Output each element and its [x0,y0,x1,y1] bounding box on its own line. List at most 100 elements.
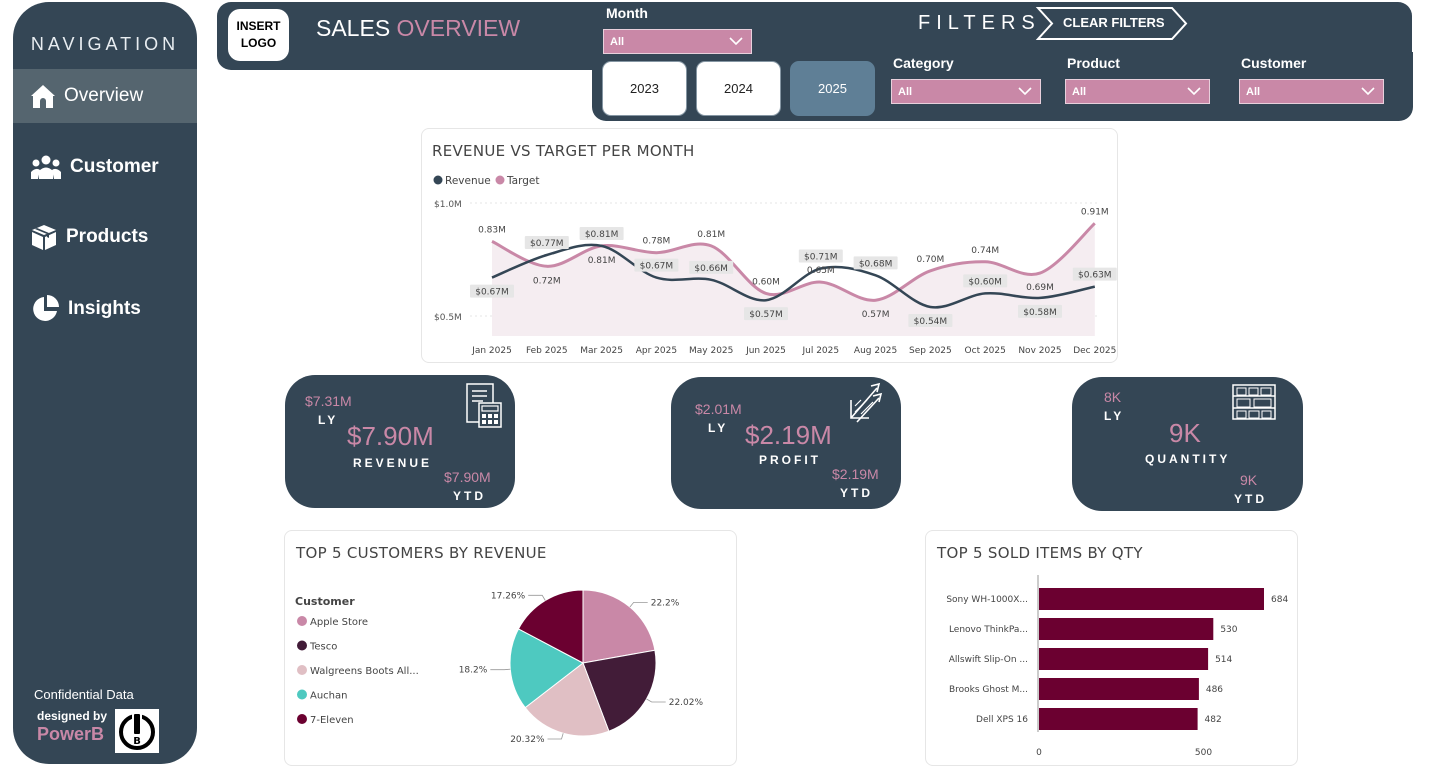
bar-category-label: Lenovo ThinkPa... [949,625,1028,635]
bar-value-label: 486 [1206,685,1223,695]
y-tick-1m: $1.0M [434,200,462,210]
quantity-ly-label: LY [1104,409,1125,423]
revenue-data-label: $0.77M [530,239,564,249]
target-data-label: 0.72M [533,276,561,286]
revenue-data-label: $0.57M [749,310,783,320]
profit-ytd-label: YTD [840,486,873,500]
navigation-sidebar: NAVIGATION Overview Customer Products [13,2,197,764]
revenue-kpi-card: $7.31M LY $7.90M REVENUE $7.90M YTD [285,375,515,508]
nav-item-overview[interactable]: Overview [13,69,197,123]
pie-icon [33,295,59,321]
pie-leader-line [490,668,511,671]
pie-data-label: 22.2% [651,598,680,608]
product-filter-label: Product [1067,55,1120,71]
year-button-2023[interactable]: 2023 [602,61,687,116]
nav-item-label: Overview [64,85,144,106]
bar [1039,588,1264,610]
pie-data-label: 18.2% [459,666,488,676]
customer-filter-label: Customer [1241,55,1307,71]
target-data-label: 0.83M [478,225,506,235]
revenue-label-box [470,284,514,298]
month-dropdown[interactable]: All [603,29,752,54]
revenue-data-label: $0.68M [859,259,893,269]
nav-item-customer[interactable]: Customer [13,140,197,194]
quantity-label: QUANTITY [1145,452,1231,466]
bar [1039,618,1214,640]
filters-title: FILTERS [918,12,1041,34]
revenue-data-label: $0.71M [804,253,838,263]
page-title: SALES OVERVIEW [316,15,520,42]
target-data-label: 0.81M [588,256,616,266]
quantity-ytd-label: YTD [1234,492,1267,506]
page-title-accent: OVERVIEW [396,15,521,41]
customer-dropdown[interactable]: All [1239,79,1384,104]
revenue-label-box [579,226,624,240]
target-data-label: 0.65M [807,266,835,276]
category-dropdown[interactable]: All [891,79,1041,104]
year-button-2024[interactable]: 2024 [696,61,781,116]
x-tick-label: Feb 2025 [526,346,568,356]
product-dropdown[interactable]: All [1065,79,1210,104]
revenue-data-label: $0.66M [694,264,728,274]
revenue-label-box [1072,267,1117,281]
x-tick-label: 500 [1195,748,1212,758]
bar [1039,678,1199,700]
pie-legend-marker [297,714,307,724]
revenue-data-label: $0.63M [1078,271,1112,281]
revenue-data-label: $0.54M [914,317,948,327]
nav-item-insights[interactable]: Insights [13,282,197,336]
chevron-down-icon [1018,87,1032,96]
navigation-title: NAVIGATION [30,34,180,54]
customers-chart-title: TOP 5 CUSTOMERS BY REVENUE [296,544,547,562]
bar [1039,708,1198,730]
revenue-value: $7.90M [347,421,434,451]
bar-value-label: 684 [1271,595,1288,605]
profit-label: PROFIT [759,453,821,467]
revenue-data-label: $0.60M [968,277,1002,287]
svg-text:B: B [133,736,141,747]
revenue-label-box [524,235,569,249]
x-tick-label: Sep 2025 [909,346,952,356]
pie-slice [582,589,656,664]
bar-value-label: 514 [1215,655,1232,665]
revenue-chart-title: REVENUE VS TARGET PER MONTH [432,142,695,160]
target-data-label: 0.81M [697,230,725,240]
pie-slice [517,589,584,664]
target-data-label: 0.70M [916,255,944,265]
revenue-label: REVENUE [353,456,433,470]
x-tick-label: Dec 2025 [1073,346,1116,356]
revenue-ytd-label: YTD [453,489,486,503]
target-data-label: 0.57M [862,310,890,320]
customer-dropdown-value: All [1246,85,1261,98]
pie-data-label: 22.02% [669,698,704,708]
target-data-label: 0.91M [1081,207,1109,217]
invoice-calculator-icon [466,383,502,428]
x-tick-label: Jul 2025 [801,346,839,356]
profit-ly-label: LY [708,421,729,435]
clear-filters-button[interactable] [1034,6,1188,41]
bar [1039,648,1209,670]
nav-item-products[interactable]: Products [13,210,197,264]
home-icon [31,85,55,108]
pie-leader-line [528,594,546,601]
nav-item-label: Customer [70,156,159,177]
revenue-data-label: $0.58M [1023,308,1057,318]
year-button-2025[interactable]: 2025 [790,61,875,116]
y-tick-05m: $0.5M [434,313,462,323]
bar-value-label: 482 [1205,715,1222,725]
profit-value: $2.19M [745,420,832,450]
revenue-label-box [1018,304,1062,318]
pie-data-label: 17.26% [491,591,526,601]
pie-leader-line [646,698,666,703]
legend-target-label: Target [506,175,539,187]
revenue-label-box [853,256,898,270]
pie-slice [524,662,610,737]
x-tick-label: May 2025 [689,346,733,356]
pie-leader-line [629,602,648,608]
pie-legend-label: Apple Store [310,617,368,628]
pie-data-label: 20.32% [510,735,545,745]
warehouse-shelves-icon [1232,384,1276,420]
revenue-data-label: $0.81M [585,230,619,240]
revenue-ly-label: LY [318,413,339,427]
x-tick-label: Jan 2025 [471,346,512,356]
